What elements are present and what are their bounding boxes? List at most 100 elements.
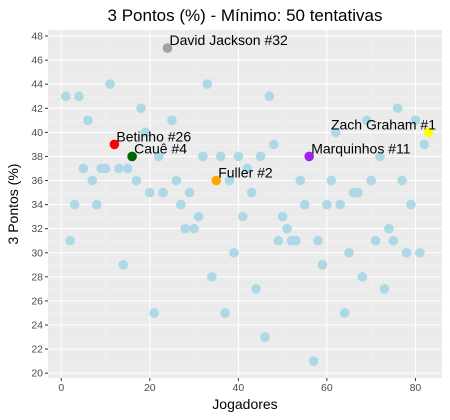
y-tick-label: 24: [31, 320, 43, 332]
data-point: [233, 151, 244, 162]
data-point: [410, 115, 421, 126]
data-point: [317, 260, 328, 270]
data-point: [100, 163, 111, 174]
data-point: [277, 211, 288, 222]
data-point: [353, 187, 363, 198]
chart-title: 3 Pontos (%) - Mínimo: 50 tentativas: [108, 6, 383, 25]
data-point: [282, 223, 292, 234]
y-tick-label: 20: [31, 368, 43, 380]
x-axis: 0 20 40 60 80: [58, 378, 421, 394]
data-point: [375, 151, 385, 162]
data-point: [388, 235, 399, 246]
data-point: [158, 187, 168, 198]
data-point: [149, 308, 160, 318]
data-point: [60, 91, 71, 102]
data-point: [131, 175, 142, 186]
y-tick-label: 34: [31, 199, 43, 211]
point-annotation: David Jackson #32: [170, 32, 289, 48]
point-annotation: Betinho #26: [116, 128, 191, 144]
data-point: [379, 284, 390, 294]
data-point: [384, 223, 394, 234]
data-point: [344, 247, 354, 258]
y-axis: 20 22 24 26 28 30 32 34 36 38 40 42 44 46 48: [31, 31, 48, 380]
data-point: [295, 175, 306, 186]
highlighted-point: [423, 127, 434, 138]
y-tick-label: 22: [31, 344, 43, 356]
x-tick-label: 60: [321, 382, 333, 394]
y-tick-label: 38: [31, 151, 43, 163]
point-annotations: David Jackson #32 Zach Graham #1 Betinho #…: [116, 32, 436, 180]
data-point: [246, 187, 257, 198]
data-point: [69, 199, 80, 210]
data-point: [153, 151, 164, 162]
y-tick-label: 36: [31, 175, 43, 187]
data-point: [78, 163, 89, 174]
data-point: [140, 127, 151, 138]
highlighted-point: [211, 175, 222, 186]
data-point: [224, 175, 235, 186]
data-point: [206, 272, 217, 282]
data-point: [366, 175, 376, 186]
data-point: [419, 139, 430, 150]
y-tick-label: 42: [31, 103, 43, 115]
data-point: [370, 235, 381, 246]
data-point: [242, 163, 253, 174]
y-tick-label: 44: [31, 79, 43, 91]
data-point: [220, 308, 230, 318]
data-point: [264, 91, 275, 102]
data-point: [105, 79, 115, 89]
highlighted-point: [162, 43, 173, 53]
data-point: [299, 199, 310, 210]
y-tick-label: 30: [31, 247, 43, 259]
data-point: [193, 211, 204, 222]
data-point: [335, 199, 345, 210]
data-point: [122, 163, 133, 174]
data-point: [118, 260, 129, 270]
x-tick-label: 0: [58, 382, 64, 394]
data-point: [251, 284, 261, 294]
data-point: [291, 235, 301, 246]
data-point: [237, 211, 248, 222]
data-point: [260, 332, 270, 342]
y-tick-label: 46: [31, 55, 43, 67]
y-axis-title: 3 Pontos (%): [5, 164, 21, 245]
data-point: [392, 103, 403, 114]
data-point: [176, 199, 186, 210]
data-point: [87, 175, 98, 186]
point-annotation: Marquinhos #11: [311, 140, 411, 156]
data-point: [167, 115, 177, 126]
data-point: [339, 308, 350, 318]
data-point: [361, 115, 372, 126]
data-point: [83, 115, 93, 126]
data-point: [114, 163, 124, 174]
data-point: [415, 247, 425, 258]
data-point: [313, 235, 323, 246]
data-point: [326, 175, 337, 186]
plot-panel: [48, 30, 442, 378]
y-tick-label: 40: [31, 127, 43, 139]
data-point: [308, 356, 319, 366]
highlighted-point: [127, 151, 137, 162]
data-point: [198, 151, 208, 162]
data-point: [189, 223, 199, 234]
data-point: [202, 79, 213, 89]
highlighted-points: [109, 43, 434, 186]
data-point: [322, 199, 332, 210]
data-point: [215, 151, 226, 162]
data-point: [406, 199, 416, 210]
point-annotation: Cauê #4: [134, 140, 187, 156]
data-point: [136, 103, 146, 114]
data-point: [401, 247, 412, 258]
data-point: [171, 175, 182, 186]
data-point: [65, 235, 75, 246]
data-point: [330, 127, 341, 138]
data-point: [255, 151, 266, 162]
data-point: [273, 235, 284, 246]
point-annotation: Fuller #2: [218, 165, 273, 181]
x-axis-title: Jogadores: [212, 396, 277, 412]
data-point: [397, 175, 407, 186]
x-tick-label: 20: [144, 382, 156, 394]
point-annotation: Zach Graham #1: [331, 116, 436, 132]
data-point: [357, 272, 368, 282]
